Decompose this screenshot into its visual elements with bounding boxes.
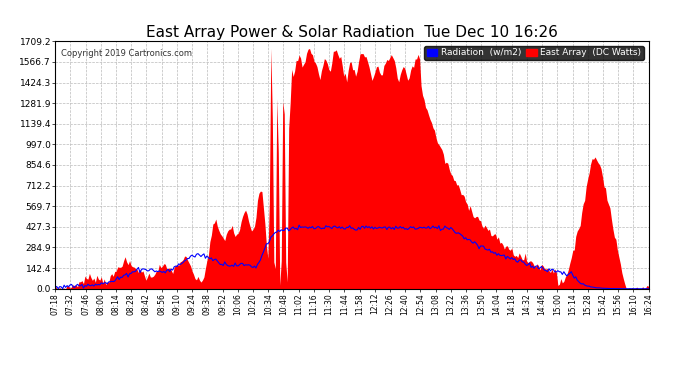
Legend: Radiation  (w/m2), East Array  (DC Watts): Radiation (w/m2), East Array (DC Watts) [424,46,644,60]
Text: Copyright 2019 Cartronics.com: Copyright 2019 Cartronics.com [61,49,192,58]
Title: East Array Power & Solar Radiation  Tue Dec 10 16:26: East Array Power & Solar Radiation Tue D… [146,25,558,40]
